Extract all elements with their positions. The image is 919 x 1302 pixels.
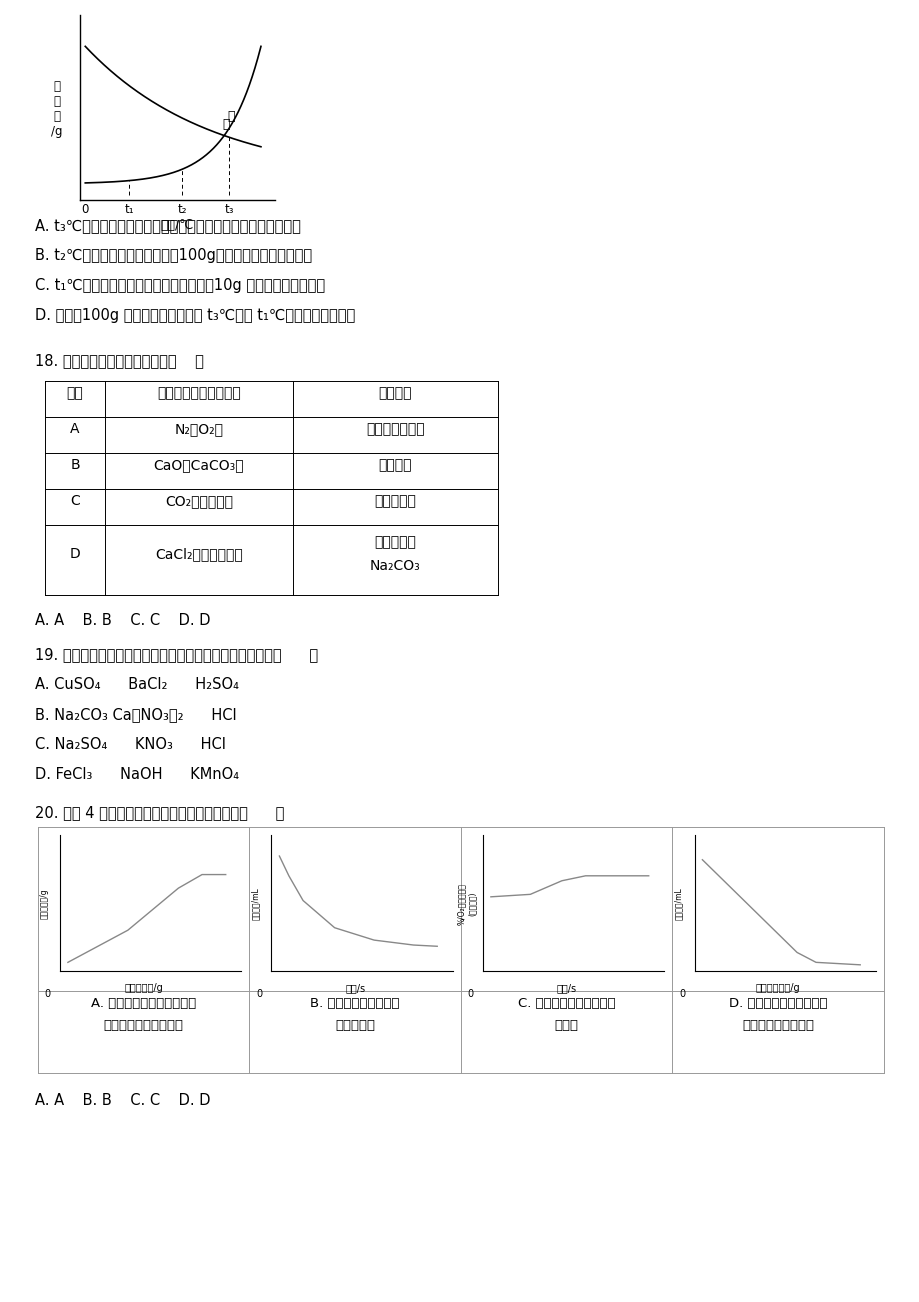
Text: 稀硫酸质量/g: 稀硫酸质量/g bbox=[124, 983, 163, 993]
Text: B. 向一定质量的稀硫酸: B. 向一定质量的稀硫酸 bbox=[311, 997, 400, 1010]
Text: C. 加热一定质量的高锔酸: C. 加热一定质量的高锔酸 bbox=[517, 997, 615, 1010]
Text: 时间/s: 时间/s bbox=[556, 983, 576, 993]
Text: B: B bbox=[70, 458, 80, 473]
Text: 物质（括号内为杂质）: 物质（括号内为杂质） bbox=[157, 385, 241, 400]
Text: D. 分别将100g 甲、乙的饱和溶液从 t₃℃降到 t₁℃，析出甲的质量大: D. 分别将100g 甲、乙的饱和溶液从 t₃℃降到 t₁℃，析出甲的质量大 bbox=[35, 309, 355, 323]
Text: CO₂（水蔓气）: CO₂（水蔓气） bbox=[165, 493, 233, 508]
Text: 0: 0 bbox=[678, 988, 685, 999]
Text: 通过灼热的铜网: 通过灼热的铜网 bbox=[366, 422, 425, 436]
Text: 选项: 选项 bbox=[66, 385, 84, 400]
Text: 0: 0 bbox=[45, 988, 51, 999]
Text: 通过浓硫酸: 通过浓硫酸 bbox=[374, 493, 416, 508]
Text: A. A    B. B    C. C    D. D: A. A B. B C. C D. D bbox=[35, 1092, 210, 1108]
Text: D: D bbox=[70, 547, 80, 561]
Text: 19. 下列物质的溶液，不另加试剂就不能鉴别出来的一组是（      ）: 19. 下列物质的溶液，不另加试剂就不能鉴别出来的一组是（ ） bbox=[35, 647, 318, 661]
Text: 氢気体积/mL: 氢気体积/mL bbox=[674, 888, 682, 921]
Text: 时间/s: 时间/s bbox=[345, 983, 365, 993]
Text: D. FeCl₃      NaOH      KMnO₄: D. FeCl₃ NaOH KMnO₄ bbox=[35, 767, 239, 783]
Text: 中加入过氧化氢溶液: 中加入过氧化氢溶液 bbox=[742, 1019, 813, 1032]
Text: C: C bbox=[70, 493, 80, 508]
Text: 溶
解
度
/g: 溶 解 度 /g bbox=[51, 79, 62, 138]
Text: A. 向一定质量的氢氧化钙溶: A. 向一定质量的氢氧化钙溶 bbox=[91, 997, 196, 1010]
Text: 高温锻烧: 高温锻烧 bbox=[379, 458, 412, 473]
Text: 中加入锶片: 中加入锶片 bbox=[335, 1019, 375, 1032]
Text: CaCl₂溶液（盐酸）: CaCl₂溶液（盐酸） bbox=[155, 547, 243, 561]
Text: C. Na₂SO₄      KNO₃      HCl: C. Na₂SO₄ KNO₃ HCl bbox=[35, 737, 226, 753]
Text: B. t₂℃时，甲和乙的饱和溶液各100g，其溶质的质量一定相等: B. t₂℃时，甲和乙的饱和溶液各100g，其溶质的质量一定相等 bbox=[35, 247, 312, 263]
Text: A. CuSO₄      BaCl₂      H₂SO₄: A. CuSO₄ BaCl₂ H₂SO₄ bbox=[35, 677, 239, 691]
Text: 加入适量的: 加入适量的 bbox=[374, 535, 416, 549]
Text: CaO（CaCO₃）: CaO（CaCO₃） bbox=[153, 458, 244, 473]
Text: B. Na₂CO₃ Ca（NO₃）₂      HCl: B. Na₂CO₃ Ca（NO₃）₂ HCl bbox=[35, 707, 236, 723]
Text: A: A bbox=[70, 422, 80, 436]
Text: 二氧化锔质量/g: 二氧化锔质量/g bbox=[755, 983, 800, 993]
Text: 钔固体: 钔固体 bbox=[554, 1019, 578, 1032]
Text: 0: 0 bbox=[256, 988, 262, 999]
Text: 除杂方法: 除杂方法 bbox=[379, 385, 412, 400]
Text: C. t₁℃时，将甲、乙的饱和溶液各蔓发掄10g 水，析出甲的质量大: C. t₁℃时，将甲、乙的饱和溶液各蔓发掄10g 水，析出甲的质量大 bbox=[35, 279, 324, 293]
Text: 乙: 乙 bbox=[221, 118, 230, 132]
Text: 硫酸钙质量/g: 硫酸钙质量/g bbox=[40, 889, 49, 919]
Text: 0: 0 bbox=[467, 988, 473, 999]
Text: N₂（O₂）: N₂（O₂） bbox=[175, 422, 223, 436]
Text: 18. 下列除杂质的方法不正确的（    ）: 18. 下列除杂质的方法不正确的（ ） bbox=[35, 353, 204, 368]
Text: Na₂CO₃: Na₂CO₃ bbox=[369, 559, 420, 573]
Text: %/O₂的体积分数
(高锔酸钔): %/O₂的体积分数 (高锔酸钔) bbox=[457, 883, 476, 924]
Text: D. 向一定质量的二氧化锔: D. 向一定质量的二氧化锔 bbox=[728, 997, 826, 1010]
Text: A. A    B. B    C. C    D. D: A. A B. B C. C D. D bbox=[35, 613, 210, 628]
Text: 甲: 甲 bbox=[227, 111, 234, 124]
Text: A. t₃℃时，将甲的饱和溶液变为不饱和溶液，可采取升温的方法: A. t₃℃时，将甲的饱和溶液变为不饱和溶液，可采取升温的方法 bbox=[35, 217, 301, 233]
X-axis label: 温度/℃: 温度/℃ bbox=[161, 219, 194, 232]
Text: 氢气体积/mL: 氢气体积/mL bbox=[251, 888, 260, 921]
Text: 20. 下列 4 个图象中，能正确反应变化关系的是（      ）: 20. 下列 4 个图象中，能正确反应变化关系的是（ ） bbox=[35, 805, 284, 820]
Text: 液中加入稀硫酸至过量: 液中加入稀硫酸至过量 bbox=[104, 1019, 184, 1032]
